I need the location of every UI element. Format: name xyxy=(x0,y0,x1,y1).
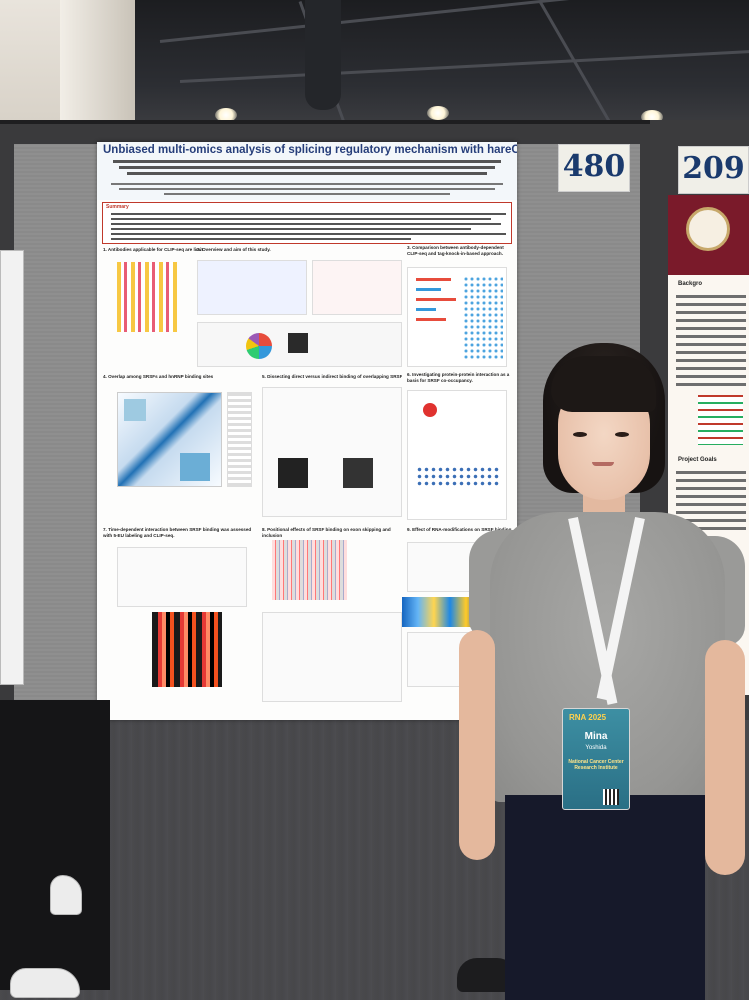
summary-heading: Summary xyxy=(106,204,129,210)
ceiling-light xyxy=(427,106,449,120)
splicing-outcome-figure xyxy=(262,612,402,702)
direct-binding-figure xyxy=(262,387,402,517)
section-1-heading: 1. Antibodies applicable for CLIP-seq ar… xyxy=(103,247,203,252)
neighbor-text-line xyxy=(676,511,746,514)
flag-knock-in-figure xyxy=(312,260,402,315)
neighbor-text-line xyxy=(676,487,746,490)
visitor-legs xyxy=(0,700,130,1000)
presenter-arm-right xyxy=(705,640,745,875)
neighbor-text-line xyxy=(676,295,746,298)
neighbor-text-line xyxy=(676,527,746,530)
board-number-480: 480 xyxy=(558,144,630,192)
neighbor-text-line xyxy=(676,503,746,506)
neighbor-text-line xyxy=(676,335,746,338)
neighbor-text-line xyxy=(676,319,746,322)
neighbor-text-line xyxy=(676,479,746,482)
university-seal xyxy=(686,207,730,251)
poster-authors xyxy=(103,159,511,178)
badge-first-name: Mina xyxy=(584,731,608,742)
ceiling-truss xyxy=(179,48,749,83)
overview-figure xyxy=(197,260,307,315)
presenter-bangs xyxy=(551,356,656,412)
neighbor-text-line xyxy=(676,303,746,306)
rna-modification-heatmap xyxy=(402,597,482,627)
wall-column xyxy=(60,0,135,122)
ceiling-light xyxy=(215,108,237,122)
neighbor-text-line xyxy=(676,351,746,354)
presenter-eye xyxy=(615,432,629,437)
visitor-trousers xyxy=(0,700,110,990)
neighbor-poster-left xyxy=(0,250,24,685)
neighbor-heading-background: Backgro xyxy=(678,281,703,287)
binding-overlap-heatmap xyxy=(117,392,222,487)
section-7-heading: 7. Time-dependent interaction between SR… xyxy=(103,527,252,538)
section-8-heading: 8. Positional effects of SRSF binding on… xyxy=(262,527,391,538)
neighbor-text-line xyxy=(676,311,746,314)
badge-organization: National Cancer Center Research Institut… xyxy=(568,759,624,771)
positional-effect-heatmap xyxy=(272,540,347,600)
presenter-eye xyxy=(573,432,587,437)
interaction-figure xyxy=(407,390,507,520)
poster-affiliations xyxy=(103,182,511,198)
summary-box: Summary xyxy=(102,202,512,244)
section-9-heading: 9. Effect of RNA-modifications on SRSF b… xyxy=(407,527,512,532)
section-5-heading: 5. Dissecting direct versus indirect bin… xyxy=(262,374,402,379)
clip-comparison-figure xyxy=(407,267,507,367)
presenter-mouth xyxy=(592,462,614,466)
presenter: RNA 2025 Mina Yoshida National Cancer Ce… xyxy=(455,340,749,1000)
visitor-shoe xyxy=(10,968,80,998)
ceiling xyxy=(0,0,749,122)
neighbor-heading-goals: Project Goals xyxy=(678,457,717,463)
poster-header: Unbiased multi-omics analysis of splicin… xyxy=(97,142,517,200)
neighbor-figure xyxy=(698,395,743,445)
qr-code-icon xyxy=(603,789,619,805)
name-badge: RNA 2025 Mina Yoshida National Cancer Ce… xyxy=(562,708,630,810)
neighbor-text-line xyxy=(676,367,746,370)
heatmap-labels xyxy=(227,392,252,487)
eu-labeling-figure xyxy=(117,547,247,607)
presenter-pants xyxy=(505,795,705,1000)
neighbor-text-line xyxy=(676,375,746,378)
neighbor-text-line xyxy=(676,327,746,330)
time-course-heatmap xyxy=(152,612,222,687)
neighbor-text-line xyxy=(676,495,746,498)
neighbor-text-line xyxy=(676,471,746,474)
presenter-arm-left xyxy=(459,630,495,860)
neighbor-text-line xyxy=(676,383,746,386)
ceiling-truss xyxy=(159,0,749,43)
antibody-availability-figure xyxy=(117,262,177,332)
neighbor-text-line xyxy=(676,343,746,346)
poster-title: Unbiased multi-omics analysis of splicin… xyxy=(103,144,517,156)
badge-last-name: Yoshida xyxy=(585,745,607,751)
neighbor-text-line xyxy=(676,519,746,522)
section-3-heading: 3. Comparison between antibody-dependent… xyxy=(407,245,504,256)
neighbor-banner xyxy=(668,195,749,275)
badge-event: RNA 2025 xyxy=(569,713,607,722)
research-poster: Unbiased multi-omics analysis of splicin… xyxy=(97,142,517,720)
section-4-heading: 4. Overlap among SRSFs and hnRNP binding… xyxy=(103,374,214,379)
visitor-shoe xyxy=(50,875,82,915)
workflow-figure xyxy=(197,322,402,367)
section-6-heading: 6. Investigating protein-protein interac… xyxy=(407,372,510,383)
ceiling-light xyxy=(641,110,663,122)
neighbor-text-line xyxy=(676,359,746,362)
ceiling-duct xyxy=(305,0,341,110)
section-2-heading: 2. Overview and aim of this study. xyxy=(197,247,271,252)
board-number-209: 209 xyxy=(678,146,749,194)
